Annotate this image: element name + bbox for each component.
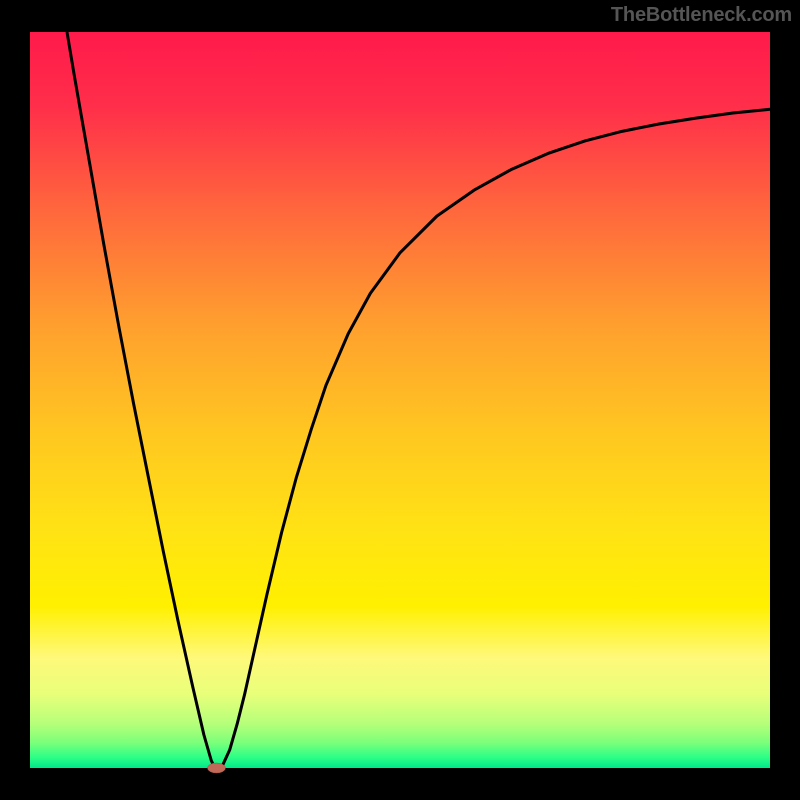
bottleneck-chart: TheBottleneck.com [0, 0, 800, 800]
chart-canvas [0, 0, 800, 800]
optimum-marker [207, 763, 225, 773]
watermark-text: TheBottleneck.com [611, 4, 792, 27]
